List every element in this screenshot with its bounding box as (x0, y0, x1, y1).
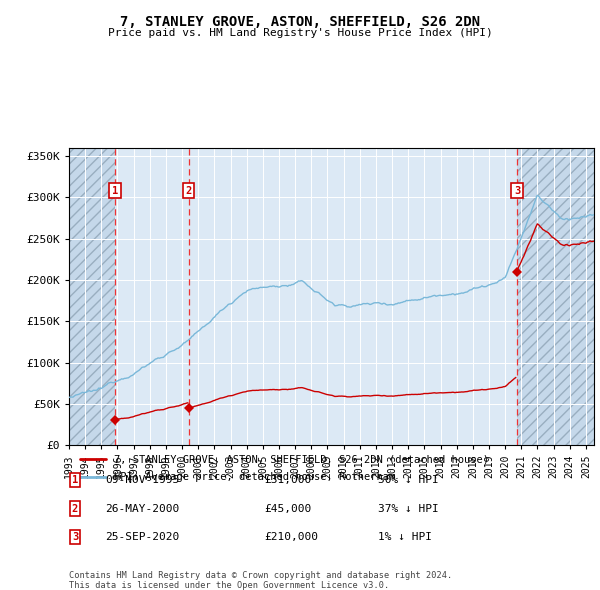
Text: 26-MAY-2000: 26-MAY-2000 (105, 504, 179, 513)
Text: 50% ↓ HPI: 50% ↓ HPI (378, 476, 439, 485)
Text: £31,000: £31,000 (264, 476, 311, 485)
Text: 1% ↓ HPI: 1% ↓ HPI (378, 532, 432, 542)
Text: HPI: Average price, detached house, Rotherham: HPI: Average price, detached house, Roth… (113, 472, 395, 482)
Text: 2: 2 (72, 504, 78, 513)
Text: 09-NOV-1995: 09-NOV-1995 (105, 476, 179, 485)
Text: Contains HM Land Registry data © Crown copyright and database right 2024.: Contains HM Land Registry data © Crown c… (69, 571, 452, 579)
Text: This data is licensed under the Open Government Licence v3.0.: This data is licensed under the Open Gov… (69, 581, 389, 589)
Text: 7, STANLEY GROVE, ASTON, SHEFFIELD, S26 2DN: 7, STANLEY GROVE, ASTON, SHEFFIELD, S26 … (120, 15, 480, 29)
Text: 37% ↓ HPI: 37% ↓ HPI (378, 504, 439, 513)
Text: 25-SEP-2020: 25-SEP-2020 (105, 532, 179, 542)
Text: £210,000: £210,000 (264, 532, 318, 542)
Text: Price paid vs. HM Land Registry's House Price Index (HPI): Price paid vs. HM Land Registry's House … (107, 28, 493, 38)
Text: 3: 3 (514, 186, 520, 196)
Text: 7, STANLEY GROVE, ASTON, SHEFFIELD, S26 2DN (detached house): 7, STANLEY GROVE, ASTON, SHEFFIELD, S26 … (113, 454, 488, 464)
Text: 2: 2 (185, 186, 191, 196)
Text: 1: 1 (112, 186, 118, 196)
Text: 1: 1 (72, 476, 78, 485)
Bar (517, 148, 594, 445)
Bar (69, 148, 115, 445)
Text: 3: 3 (72, 532, 78, 542)
Text: £45,000: £45,000 (264, 504, 311, 513)
